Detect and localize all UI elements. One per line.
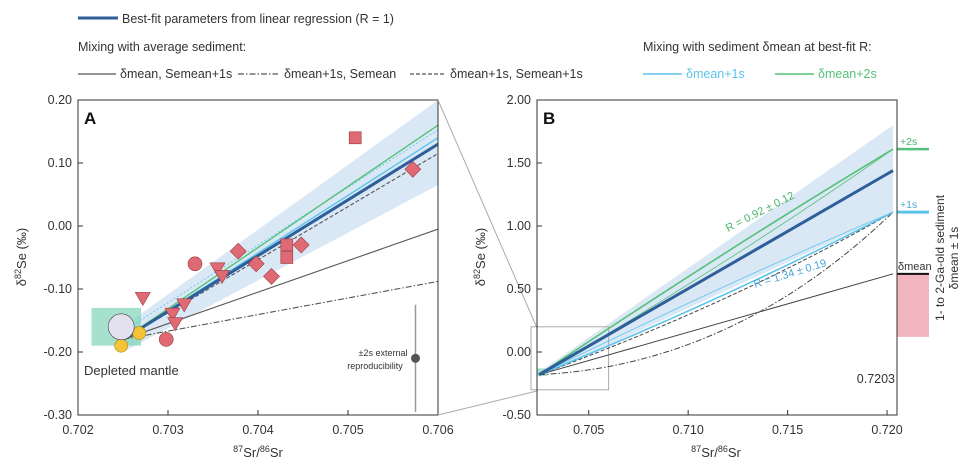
triangle-marker xyxy=(176,298,193,313)
dashdot-gray-curve-b xyxy=(538,211,894,376)
panel-b-ylabel: δ82Se (‰) xyxy=(472,228,488,286)
square-marker xyxy=(280,238,294,252)
panel-a-data-points xyxy=(107,131,422,412)
y-tick-label: 1.50 xyxy=(507,156,531,170)
x-tick-label: 0.703 xyxy=(152,423,183,437)
y-tick-label: 0.50 xyxy=(507,282,531,296)
panel-b: 2.00 1.50 1.00 0.50 0.00 -0.50 0.705 0.710 0.715… xyxy=(472,93,961,460)
triangle-marker xyxy=(164,307,181,322)
blue-curve-b xyxy=(538,211,894,376)
legend-avg-heading: Mixing with average sediment: xyxy=(78,40,246,54)
y-tick-label: 0.00 xyxy=(48,219,72,233)
y-tick-label: -0.30 xyxy=(44,408,73,422)
x-tick-label: 0.720 xyxy=(871,423,902,437)
square-marker xyxy=(280,251,294,264)
legend-green-label: δmean+2s xyxy=(818,67,877,81)
legend-bestR-heading: Mixing with sediment δmean at best-fit R… xyxy=(643,40,872,54)
x-end-label: 0.7203 xyxy=(857,372,895,386)
triangle-marker xyxy=(213,270,231,285)
panel-a-axes: 0.20 0.10 0.00 -0.10 -0.20 -0.300.702 0.703 0.7… xyxy=(44,93,454,437)
panel-a-letter: A xyxy=(84,109,96,128)
zoom-connectors xyxy=(437,99,538,416)
diamond-marker xyxy=(247,255,265,273)
zoom-connector-bottom xyxy=(437,390,538,416)
triangle-marker xyxy=(209,262,226,277)
circle-marker xyxy=(187,256,203,272)
y-tick-label: 0.10 xyxy=(48,156,72,170)
solid-gray-line-b xyxy=(538,273,894,376)
diamond-marker xyxy=(292,236,310,254)
zoom-connector-top xyxy=(437,99,538,329)
repro-point xyxy=(411,353,420,363)
panel-a: 0.20 0.10 0.00 -0.10 -0.20 -0.300.702 0.703 0.7… xyxy=(13,93,454,460)
dashdot-gray-line xyxy=(122,280,438,340)
panel-b-uncertainty-band xyxy=(538,125,894,378)
legend: Best-fit parameters from linear regressi… xyxy=(78,12,877,81)
y-tick-label: 1.00 xyxy=(507,219,531,233)
panel-a-xlabel: 87Sr/86Sr xyxy=(233,444,283,460)
large-circle-marker xyxy=(107,313,135,341)
panel-a-ylabel: δ82Se (‰) xyxy=(13,228,29,286)
triangle-marker xyxy=(167,317,184,332)
legend-blue-label: δmean+1s xyxy=(686,67,745,81)
blue-curve-b-2 xyxy=(538,211,894,376)
sediment-box xyxy=(897,273,929,337)
circle-marker xyxy=(114,338,128,353)
bestfit-band-b xyxy=(538,125,894,378)
y-tick-label: 0.00 xyxy=(507,345,531,359)
y-tick-label: -0.10 xyxy=(44,282,73,296)
mean-label: δmean xyxy=(898,261,932,273)
diamond-marker xyxy=(229,242,247,260)
x-tick-label: 0.710 xyxy=(673,423,704,437)
sediment-label-1: 1- to 2-Ga-old sediment xyxy=(933,194,947,321)
circle-marker xyxy=(158,332,174,347)
x-tick-label: 0.705 xyxy=(332,423,363,437)
plus1s-label: +1s xyxy=(900,199,917,211)
green-line xyxy=(122,124,438,340)
y-tick-label: 0.20 xyxy=(48,93,72,107)
depleted-mantle-label: Depleted mantle xyxy=(84,363,179,378)
x-tick-label: 0.706 xyxy=(422,423,453,437)
repro-label-2: reproducibility xyxy=(347,361,403,371)
diamond-marker xyxy=(263,267,280,285)
legend-dashdot-label: δmean+1s, Semean xyxy=(284,67,396,81)
panel-b-mixing-lines xyxy=(538,148,894,376)
panel-b-letter: B xyxy=(543,109,555,128)
y-tick-label: -0.20 xyxy=(44,345,73,359)
legend-dashed-label: δmean+1s, Semean+1s xyxy=(450,67,583,81)
dashed-gray-curve-b xyxy=(538,211,894,376)
triangle-marker xyxy=(134,292,151,307)
diamond-marker xyxy=(404,160,422,178)
panel-a-mixing-lines xyxy=(122,124,438,341)
legend-bestfit-label: Best-fit parameters from linear regressi… xyxy=(122,12,394,26)
panel-b-axes: 2.00 1.50 1.00 0.50 0.00 -0.50 0.705 0.710 0.715… xyxy=(503,93,903,437)
legend-solid-label: δmean, Semean+1s xyxy=(120,67,232,81)
circle-marker xyxy=(132,326,146,340)
x-tick-label: 0.715 xyxy=(772,423,803,437)
x-tick-label: 0.704 xyxy=(242,423,273,437)
zoom-box xyxy=(530,326,610,391)
x-tick-label: 0.702 xyxy=(62,423,93,437)
plus2s-label: +2s xyxy=(900,136,917,148)
green-curve-b xyxy=(538,148,894,376)
x-tick-label: 0.705 xyxy=(573,423,604,437)
square-marker xyxy=(348,131,362,145)
repro-label-1: ±2s external xyxy=(359,348,408,358)
y-tick-label: -0.50 xyxy=(503,408,532,422)
panel-b-xlabel: 87Sr/86Sr xyxy=(691,444,741,460)
panel-b-frame xyxy=(536,99,898,416)
bestfit-line-b xyxy=(538,169,894,376)
y-tick-label: 2.00 xyxy=(507,93,531,107)
sediment-label-2: δmean ± 1s xyxy=(947,227,961,290)
